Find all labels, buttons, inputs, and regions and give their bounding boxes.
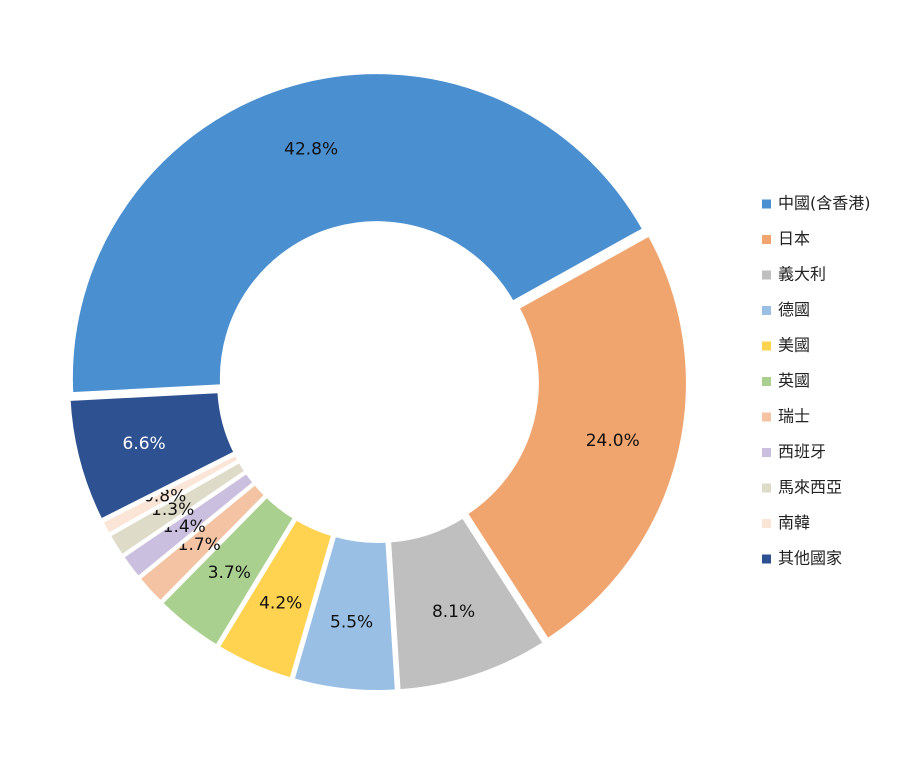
data-label: 24.0% xyxy=(586,431,640,451)
legend-label: 西班牙 xyxy=(778,442,826,461)
legend-label: 其他國家 xyxy=(778,549,842,568)
legend-swatch xyxy=(762,377,771,386)
data-label: 42.8% xyxy=(284,139,338,159)
legend-label: 義大利 xyxy=(778,265,826,284)
legend-label: 南韓 xyxy=(778,513,810,532)
donut-slice xyxy=(68,70,648,397)
legend-label: 美國 xyxy=(778,336,810,355)
legend-label: 馬來西亞 xyxy=(778,478,842,497)
legend-swatch xyxy=(762,412,771,422)
donut-slice xyxy=(462,231,690,644)
data-label: 3.7% xyxy=(208,563,251,583)
data-label: 6.6% xyxy=(123,434,166,454)
legend-swatch xyxy=(762,341,771,351)
legend-label: 德國 xyxy=(778,300,810,319)
legend-swatch xyxy=(762,306,771,315)
data-label: 5.5% xyxy=(330,613,373,633)
donut-slice xyxy=(66,389,239,524)
data-label: 1.7% xyxy=(178,535,221,555)
legend-label: 英國 xyxy=(778,371,810,390)
legend-swatch xyxy=(762,235,771,244)
data-label: 4.2% xyxy=(259,594,302,614)
legend-swatch xyxy=(762,199,771,209)
legend-swatch xyxy=(762,519,771,528)
legend-swatch xyxy=(762,554,771,564)
legend-swatch xyxy=(762,483,771,493)
data-label: 8.1% xyxy=(432,602,475,622)
legend-label: 中國(含香港) xyxy=(778,194,871,213)
legend-swatch xyxy=(762,270,771,280)
legend-swatch xyxy=(762,448,771,457)
legend-label: 日本 xyxy=(778,229,810,248)
legend-label: 瑞士 xyxy=(778,407,810,426)
